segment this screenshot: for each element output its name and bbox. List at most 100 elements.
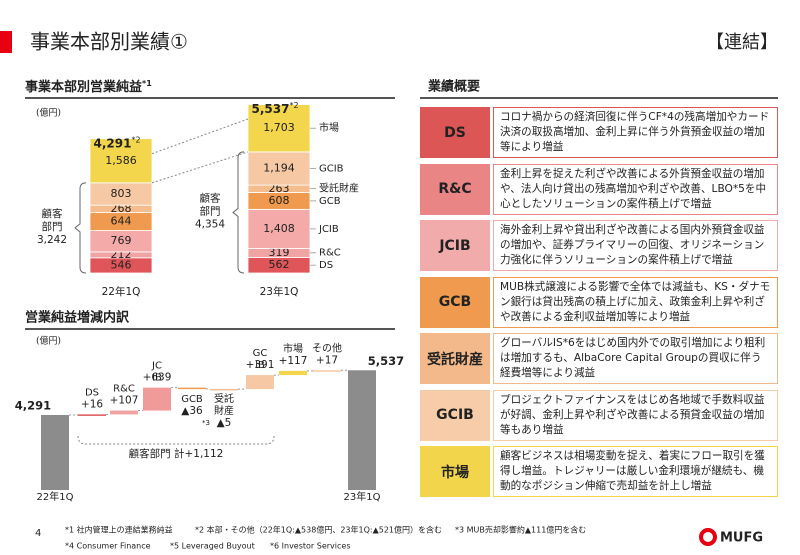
bar-segment (89, 138, 153, 184)
bar-name: 受託財産 (214, 392, 234, 417)
footnote: *5 Leveraged Buyout (170, 542, 255, 551)
legend-label: JCIB (318, 224, 339, 235)
footnote: *4 Consumer Finance (65, 542, 151, 551)
value-label: 1,408 (263, 222, 295, 235)
total-label: 4,291 (15, 398, 51, 412)
row-label: R&C (420, 163, 490, 215)
bracket (77, 435, 275, 445)
category-label: 23年1Q (260, 285, 299, 298)
waterfall-bar (78, 414, 106, 416)
row-label: 市場 (420, 446, 490, 497)
value-label: 769 (111, 234, 132, 247)
unit: (億円) (36, 335, 61, 347)
customer-label: 部門 (42, 220, 63, 233)
customer-label: 部門 (200, 204, 221, 217)
bar-name: GCB (181, 394, 203, 405)
summary-row: 受託財産 グローバルIS*6をはじめ国内外での取引増加により粗利は増加するも、Al… (420, 333, 778, 384)
value-label: 644 (111, 215, 132, 228)
bar-name-line: GC (253, 348, 268, 359)
value-label: 1,703 (263, 121, 295, 134)
summary-row: 市場 顧客ビジネスは相場変動を捉え、着実にフロー取引を獲得し増益。トレジャリーは厳… (420, 446, 778, 497)
customer-brace (74, 182, 87, 274)
section-title: 事業本部別営業純益*1 (25, 79, 152, 95)
row-text: MUB株式譲渡による影響で全体では減益も、KS・ダナモン銀行は貸出残高の積上げに… (493, 276, 778, 328)
value-label: 546 (111, 258, 132, 271)
customer-total: 3,242 (37, 234, 67, 246)
legend-label: GCIB (319, 164, 344, 175)
value-label: +17 (316, 354, 338, 366)
bar-name-line: IB (255, 360, 265, 371)
connector (151, 118, 249, 155)
value-label: 562 (269, 258, 290, 271)
waterfall-bar (143, 387, 171, 411)
slide-title: 事業本部別業績① (30, 30, 188, 54)
customer-label: 顧客 (42, 207, 63, 220)
summary-row: GCB MUB株式譲渡による影響で全体では減益も、KS・ダナモン銀行は貸出残高の積… (420, 276, 778, 328)
waterfall-bar (246, 375, 274, 390)
summary-row: GCIB プロジェクトファイナンスをはじめ各地域で手数料収益が好調、金利上昇や利ざ… (420, 389, 778, 441)
total-value: 5,537 (251, 102, 289, 116)
row-label: GCB (420, 276, 490, 328)
row-label: JCIB (420, 220, 490, 271)
bar-name: R&C (113, 384, 135, 395)
bar-segment (247, 151, 311, 186)
bracket-label: 顧客部門 計+1,112 (129, 447, 224, 460)
waterfall-bar (41, 414, 69, 490)
legend-label: 市場 (319, 121, 339, 134)
row-text: 海外金利上昇や貸出利ざや改善による国内外預貸金収益の増加や、証券プライマリーの回… (493, 220, 778, 271)
row-label: GCIB (420, 389, 490, 441)
waterfall-bar (178, 387, 206, 390)
page-number: 4 (35, 528, 41, 539)
bar-name-line: 財産 (214, 404, 234, 417)
summary-row: R&C 金利上昇を捉えた利ざや改善による外貨預金収益の増加や、法人向け貸出の残高増… (420, 163, 778, 215)
row-text: コロナ禍からの経済回復に伴うCF*4の残高増加やカード決済の取扱高増加、金利上昇… (493, 107, 778, 158)
legend-label: 受託財産 (319, 181, 359, 194)
waterfall-bar (313, 370, 341, 372)
waterfall-bar (110, 410, 138, 415)
title-accent (0, 31, 12, 53)
total-label: 5,537*2 (251, 101, 298, 116)
value-label: +107 (110, 395, 139, 407)
bar-name: その他 (312, 341, 342, 354)
logo-mark (699, 528, 717, 546)
legend-label: DS (319, 260, 333, 271)
section-title: 営業純益増減内訳 (25, 310, 130, 326)
category-label: 22年1Q (37, 490, 74, 503)
footnote: *3 MUB売却影響約▲111億円を含む (455, 525, 586, 535)
total-note: *2 (131, 135, 140, 144)
bar-name-line: JC (151, 361, 162, 372)
value-label: ▲36 (181, 405, 203, 417)
total-label: 4,291*2 (93, 135, 140, 150)
customer-label: 顧客 (200, 191, 221, 204)
annotation: *3 (202, 419, 210, 427)
customer-total: 4,354 (195, 218, 225, 230)
value-label: +117 (279, 355, 308, 367)
value-label: 803 (111, 187, 132, 200)
value-label: +639 (143, 372, 172, 384)
bar-name: DS (85, 387, 99, 398)
value-label: 608 (269, 194, 290, 207)
row-label: 受託財産 (420, 333, 490, 384)
value-label: 1,194 (263, 162, 295, 175)
footnote: *1 社内管理上の連結業務純益 (65, 525, 173, 535)
bar-name-line: IB (152, 373, 162, 384)
scope-tag: 【連結】 (706, 32, 778, 53)
total-note: *2 (289, 101, 298, 110)
bar-name: GC IB (253, 348, 268, 371)
waterfall-bar (348, 370, 376, 490)
bar-name: JC IB (151, 361, 162, 384)
waterfall-bar (210, 388, 238, 391)
logo: MUFG (720, 531, 763, 546)
total-value: 4,291 (93, 136, 131, 150)
value-label: +391 (246, 359, 275, 371)
connector (151, 151, 249, 184)
legend-label: GCB (319, 196, 341, 207)
section-title: 業績概要 (427, 79, 480, 95)
bar-name: 市場 (283, 342, 303, 355)
title-text: 事業本部別営業純益 (25, 79, 142, 95)
bar-name-line: 受託 (214, 392, 234, 405)
summary-row: JCIB 海外金利上昇や貸出利ざや改善による国内外預貸金収益の増加や、証券プライマ… (420, 220, 778, 271)
value-label: ▲5 (217, 417, 232, 429)
